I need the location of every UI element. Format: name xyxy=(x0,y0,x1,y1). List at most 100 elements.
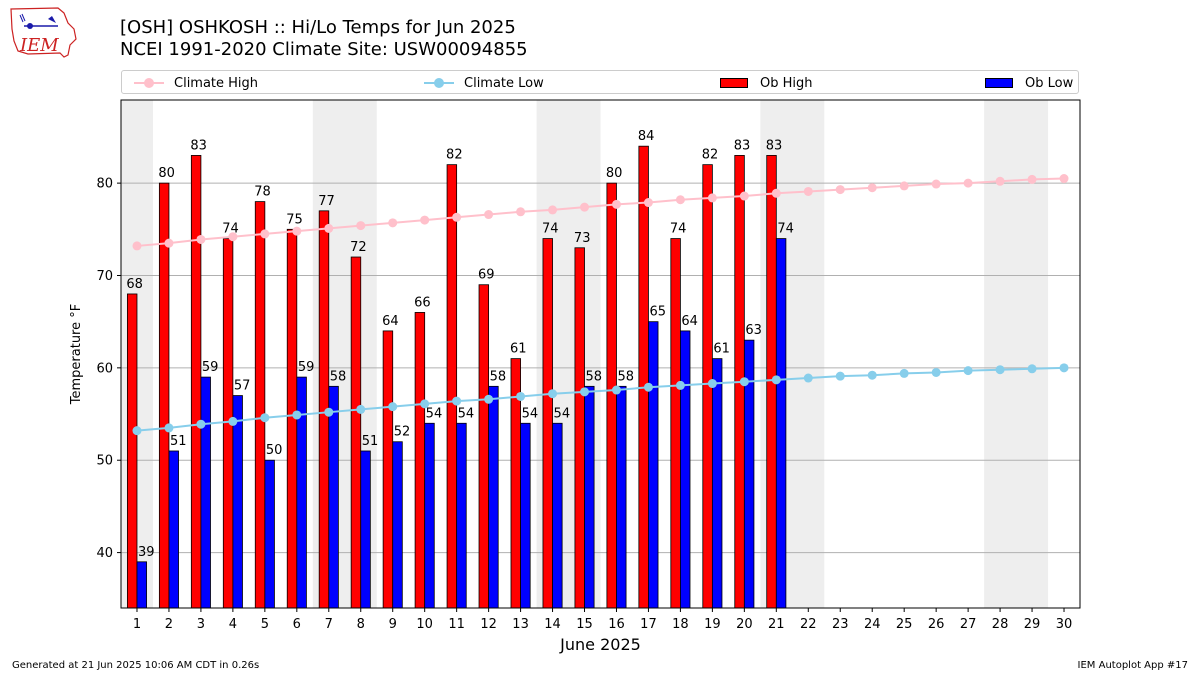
x-tick-label: 24 xyxy=(864,617,881,632)
ob-high-label: 74 xyxy=(542,222,559,237)
ob-high-bar xyxy=(542,238,553,609)
ob-low-label: 54 xyxy=(554,406,571,421)
ob-low-bar xyxy=(136,561,147,609)
climate-high-point xyxy=(1027,174,1037,184)
ob-low-label: 74 xyxy=(777,222,794,237)
x-tick-label: 13 xyxy=(512,617,529,632)
climate-low-point xyxy=(228,416,238,426)
climate-high-point xyxy=(260,229,270,239)
x-tick-label: 11 xyxy=(448,617,465,632)
x-tick-label: 5 xyxy=(261,617,269,632)
climate-low-point xyxy=(548,389,558,399)
climate-low-point xyxy=(164,423,174,433)
ob-low-label: 61 xyxy=(713,342,730,357)
climate-high-point xyxy=(548,205,558,215)
climate-high-point xyxy=(803,186,813,196)
ob-high-bar xyxy=(446,164,458,609)
climate-high-point xyxy=(867,183,877,193)
iem-logo: IEM xyxy=(10,7,77,58)
ob-high-label: 75 xyxy=(286,212,303,227)
ob-low-bar xyxy=(488,385,499,609)
climate-high-point xyxy=(292,226,302,236)
ob-low-label: 65 xyxy=(649,305,666,320)
chart-subtitle: NCEI 1991-2020 Climate Site: USW00094855 xyxy=(120,39,528,60)
climate-high-point xyxy=(132,241,142,251)
ob-high-label: 74 xyxy=(222,222,239,237)
climate-low-point xyxy=(484,394,494,404)
ob-low-label: 58 xyxy=(617,369,634,384)
ob-low-bar xyxy=(360,450,371,609)
climate-low-point xyxy=(356,404,366,414)
ob-high-label: 73 xyxy=(574,231,591,246)
climate-low-point xyxy=(835,371,845,381)
x-tick-label: 18 xyxy=(672,617,689,632)
ob-high-label: 64 xyxy=(382,314,399,329)
x-tick-label: 12 xyxy=(480,617,497,632)
ob-low-bar xyxy=(392,441,403,609)
climate-low-point xyxy=(580,387,590,397)
ob-low-bar xyxy=(232,395,243,609)
climate-low-point xyxy=(132,426,142,436)
ob-high-bar xyxy=(670,238,681,609)
ob-low-bar xyxy=(520,422,531,609)
x-tick-label: 3 xyxy=(197,617,205,632)
ob-high-label: 83 xyxy=(190,138,207,153)
climate-high-point xyxy=(324,223,334,233)
x-tick-label: 6 xyxy=(293,617,301,632)
climate-low-point xyxy=(707,379,717,389)
climate-low-point xyxy=(260,413,270,423)
legend-label-climate-high: Climate High xyxy=(174,75,259,91)
climate-high-point xyxy=(484,210,494,220)
ob-low-label: 54 xyxy=(426,406,443,421)
legend-item-climate-high: Climate High xyxy=(134,74,258,92)
legend-swatch-ob-low xyxy=(985,78,1013,88)
ob-high-label: 74 xyxy=(670,222,687,237)
ob-high-label: 69 xyxy=(478,268,495,283)
ob-high-label: 80 xyxy=(606,166,623,181)
ob-low-bar xyxy=(168,450,179,609)
x-tick-label: 17 xyxy=(640,617,657,632)
legend-swatch-climate-low xyxy=(424,76,454,90)
ob-low-label: 59 xyxy=(202,360,219,375)
y-axis-label: Temperature °F xyxy=(69,304,84,405)
y-tick-label: 40 xyxy=(96,546,113,561)
ob-low-bar xyxy=(711,358,723,609)
climate-low-point xyxy=(643,382,653,392)
climate-low-point xyxy=(739,377,749,387)
climate-low-point xyxy=(611,385,621,395)
legend-label-climate-low: Climate Low xyxy=(464,75,544,91)
y-tick-label: 50 xyxy=(96,454,113,469)
x-tick-label: 26 xyxy=(928,617,945,632)
climate-low-point xyxy=(995,365,1005,375)
ob-low-label: 58 xyxy=(330,369,347,384)
ob-high-bar xyxy=(606,182,617,609)
climate-low-line xyxy=(136,366,1065,432)
legend-label-ob-high: Ob High xyxy=(760,75,813,91)
ob-low-bar xyxy=(424,422,435,609)
ob-low-bar xyxy=(456,422,467,609)
climate-high-point xyxy=(707,193,717,203)
climate-high-point xyxy=(516,207,526,217)
legend-item-ob-low: Ob Low xyxy=(985,74,1073,92)
y-tick-label: 60 xyxy=(96,361,113,376)
climate-high-point xyxy=(164,238,174,248)
climate-high-point xyxy=(931,179,941,189)
climate-low-point xyxy=(1059,363,1069,373)
ob-high-label: 82 xyxy=(446,148,463,163)
ob-low-label: 59 xyxy=(298,360,315,375)
x-tick-label: 27 xyxy=(960,617,977,632)
ob-high-label: 61 xyxy=(510,342,527,357)
climate-high-point xyxy=(899,181,909,191)
climate-low-point xyxy=(931,367,941,377)
climate-high-point xyxy=(196,234,206,244)
climate-low-point xyxy=(675,380,685,390)
legend-swatch-climate-high xyxy=(134,76,164,90)
climate-low-point xyxy=(803,373,813,383)
ob-low-label: 54 xyxy=(458,406,475,421)
x-tick-label: 21 xyxy=(768,617,785,632)
climate-high-point xyxy=(675,195,685,205)
climate-low-point xyxy=(388,402,398,412)
climate-high-line xyxy=(136,177,1065,247)
ob-low-label: 58 xyxy=(490,369,507,384)
ob-low-bar xyxy=(200,376,211,609)
